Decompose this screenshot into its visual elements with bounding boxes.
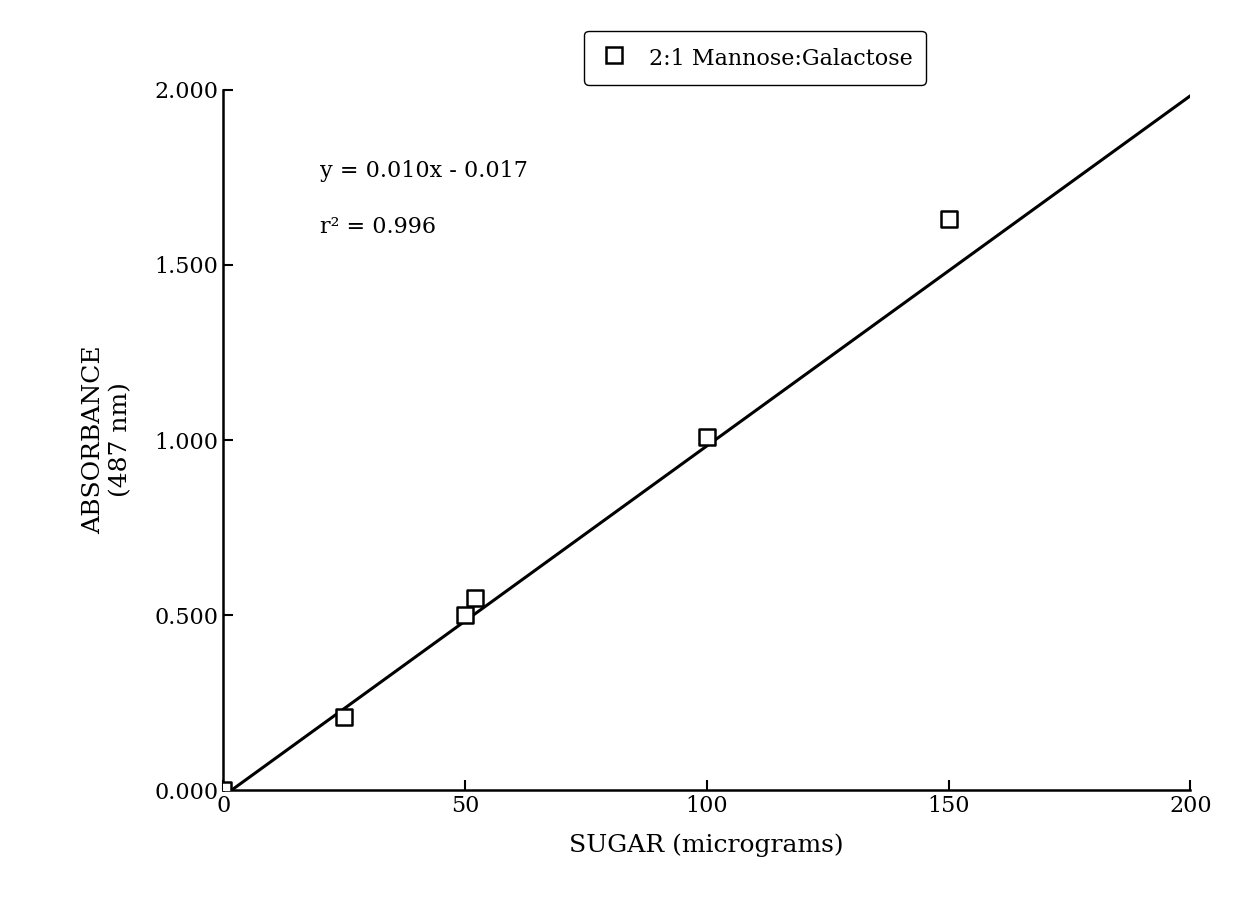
Point [334,709,355,724]
Point [455,608,475,622]
Point [697,429,717,444]
Legend: 2:1 Mannose:Galactose: 2:1 Mannose:Galactose [584,31,926,84]
Point [213,783,233,797]
X-axis label: SUGAR (micrograms): SUGAR (micrograms) [569,833,844,858]
Point [465,591,485,605]
Text: y = 0.010x - 0.017: y = 0.010x - 0.017 [320,160,528,181]
Y-axis label: ABSORBANCE
(487 nm): ABSORBANCE (487 nm) [82,346,131,534]
Point [939,212,959,226]
Text: r² = 0.996: r² = 0.996 [320,216,436,238]
